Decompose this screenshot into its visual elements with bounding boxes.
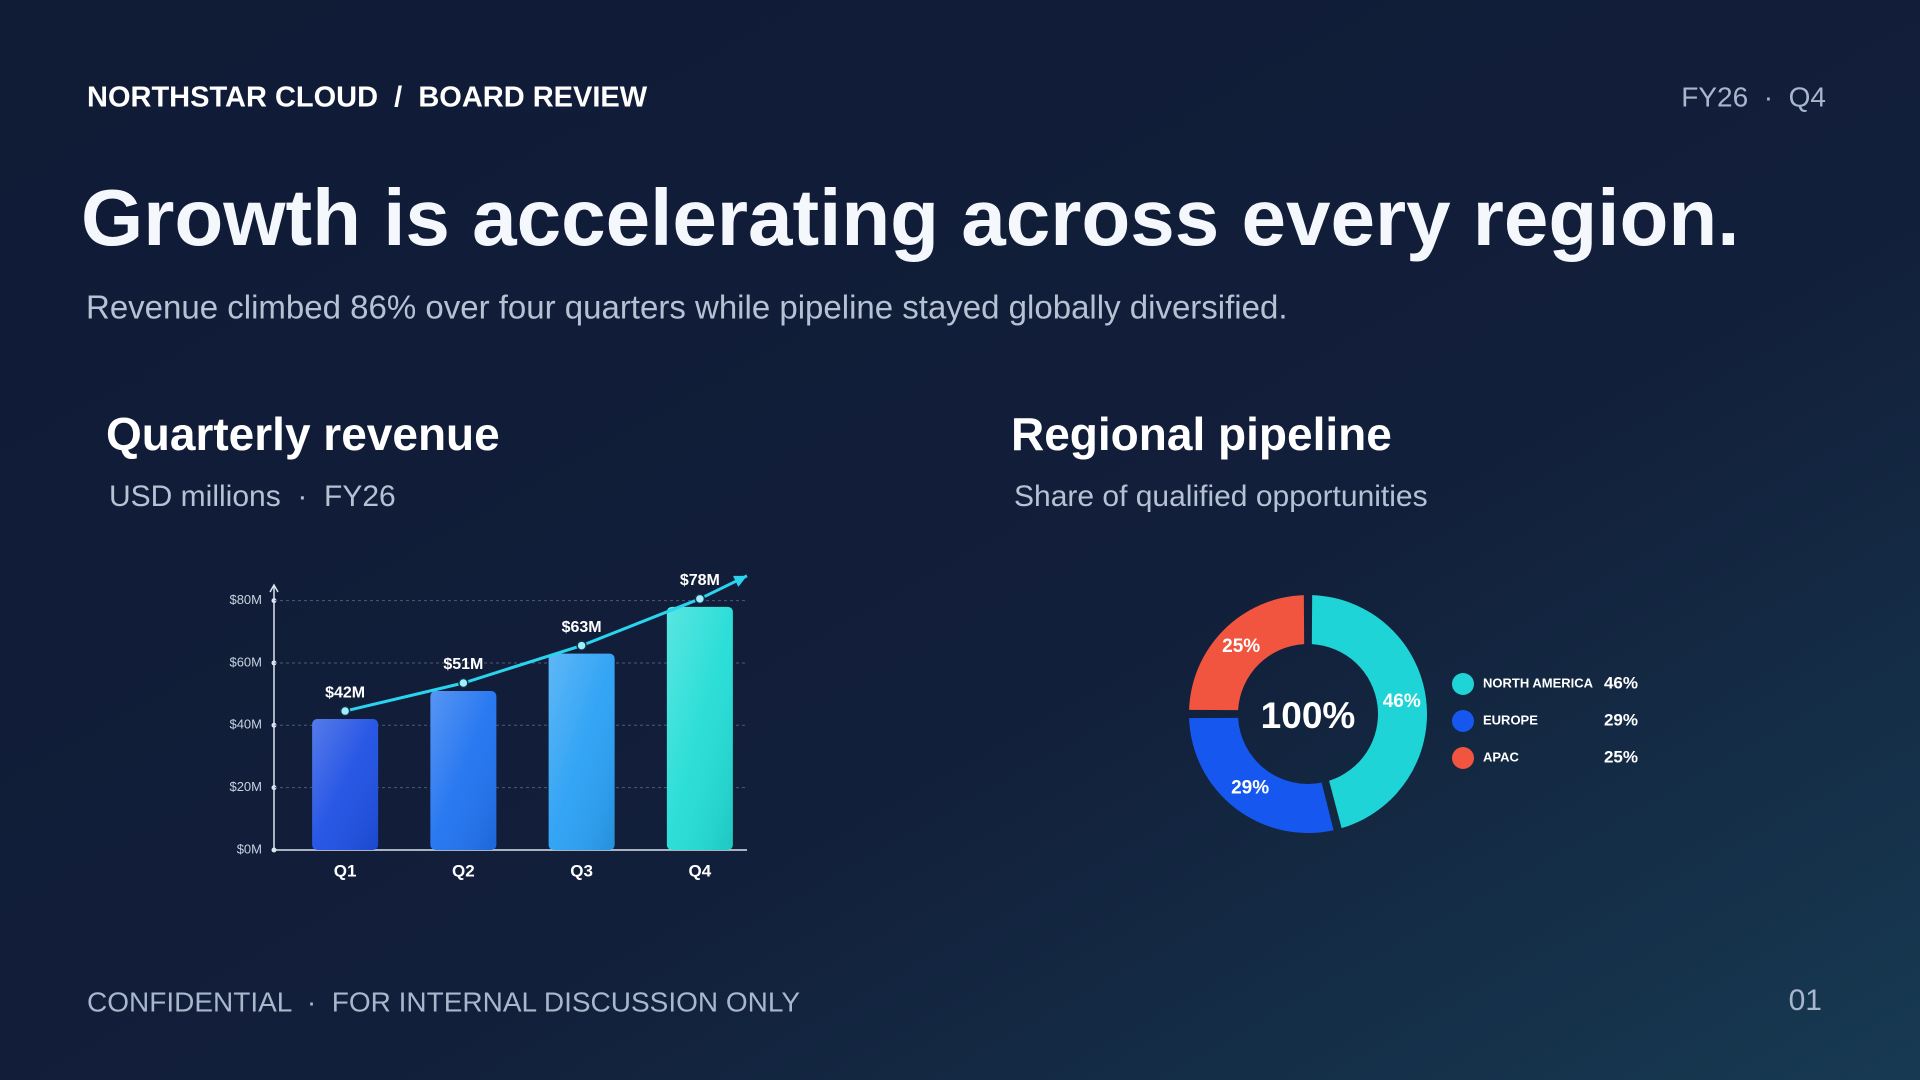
bar-gloss (312, 719, 379, 850)
x-tick-label: Q2 (452, 861, 475, 880)
y-tick-label: $60M (229, 654, 262, 669)
slice-label: 25% (1222, 636, 1260, 657)
trend-arrow (733, 575, 747, 587)
value-label: $42M (325, 684, 365, 701)
period: FY26 · Q4 (1681, 81, 1826, 112)
x-tick-label: Q4 (689, 861, 712, 880)
legend-value: 29% (1604, 710, 1638, 729)
brand: NORTHSTAR CLOUD / BOARD REVIEW (87, 82, 648, 114)
y-tick-label: $40M (229, 717, 262, 732)
legend-label: EUROPE (1483, 712, 1538, 727)
legend-swatch (1452, 710, 1474, 732)
legend-label: NORTH AMERICA (1483, 675, 1594, 690)
y-tick-label: $80M (229, 592, 262, 607)
value-label: $78M (680, 572, 720, 589)
trend-point (576, 640, 587, 651)
trend-point (694, 593, 706, 605)
bar-gloss (666, 606, 733, 850)
donut-center-label: 100% (1261, 695, 1356, 736)
slice-label: 29% (1231, 778, 1269, 799)
page-number: 01 (1789, 984, 1822, 1017)
legend-swatch (1452, 673, 1474, 695)
value-label: $51M (443, 656, 483, 673)
x-tick-label: Q3 (570, 861, 593, 880)
y-tick-label: $20M (229, 779, 262, 794)
trend-point (339, 705, 351, 717)
legend-label: APAC (1483, 749, 1519, 764)
donut-slice (1189, 717, 1334, 833)
legend-value: 25% (1604, 747, 1638, 766)
footer-note: CONFIDENTIAL · FOR INTERNAL DISCUSSION O… (87, 986, 800, 1017)
headline: Growth is accelerating across every regi… (81, 173, 1739, 262)
x-tick-label: Q1 (334, 861, 357, 880)
y-tick-label: $0M (237, 841, 262, 856)
value-label: $63M (562, 619, 602, 636)
trend-point (458, 677, 469, 689)
slice-label: 46% (1383, 691, 1421, 712)
bar-gloss (430, 691, 497, 850)
chart-title: Quarterly revenue (106, 408, 500, 460)
legend-value: 46% (1604, 673, 1638, 692)
trend-line (344, 597, 701, 713)
donut-slice (1189, 595, 1305, 711)
donut-slice (1311, 595, 1427, 829)
subheadline: Revenue climbed 86% over four quarters w… (86, 289, 1288, 326)
chart-subtitle: USD millions · FY26 (109, 480, 396, 513)
chart-title: Regional pipeline (1011, 408, 1392, 460)
bar-gloss (548, 653, 615, 850)
chart-subtitle: Share of qualified opportunities (1014, 480, 1428, 513)
legend-swatch (1452, 747, 1474, 769)
y-axis-arrow (269, 583, 279, 593)
